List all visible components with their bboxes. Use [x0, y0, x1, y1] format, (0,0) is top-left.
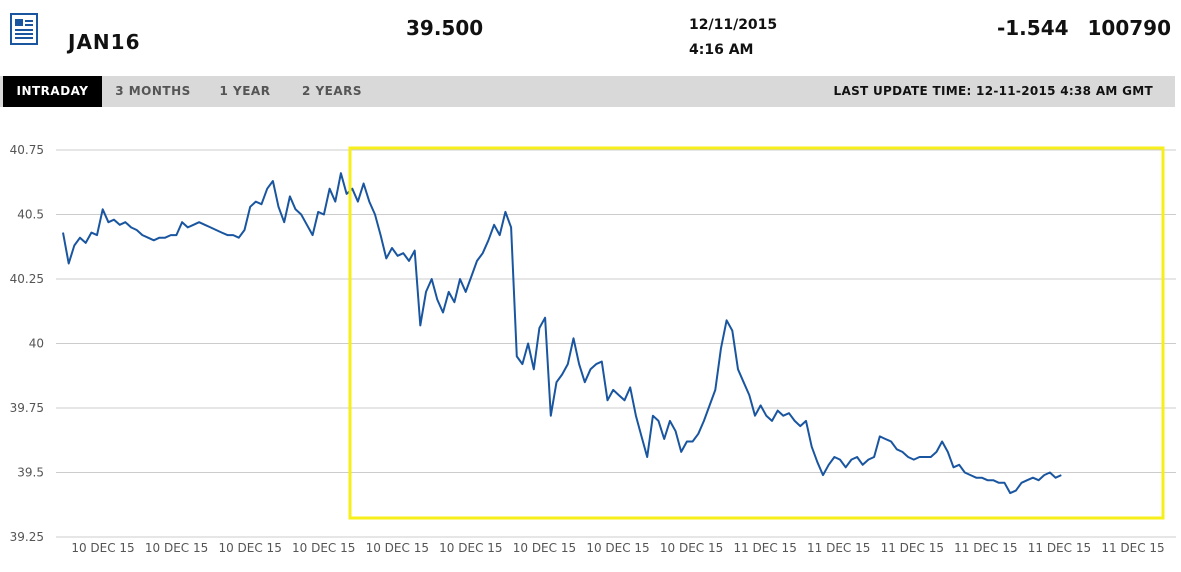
y-tick-label: 39.75 [10, 401, 44, 415]
x-tick-label: 11 DEC 15 [807, 541, 870, 555]
last-price: 39.500 [406, 16, 484, 40]
y-tick-label: 40.75 [10, 143, 44, 157]
grid-lines [56, 149, 1176, 538]
quote-date: 12/11/2015 [689, 17, 778, 33]
price-change: -1.544 [996, 16, 1069, 40]
tab-intraday[interactable]: INTRADAY [3, 76, 102, 107]
x-tick-label: 11 DEC 15 [733, 541, 796, 555]
x-tick-label: 10 DEC 15 [366, 541, 429, 555]
price-series [62, 172, 1062, 495]
y-axis-ticks: 40.75 40.5 40.25 40 39.75 39.5 39.25 [10, 143, 44, 544]
x-tick-label: 11 DEC 15 [1028, 541, 1091, 555]
y-tick-label: 40.5 [17, 208, 44, 222]
x-tick-label: 10 DEC 15 [292, 541, 355, 555]
x-tick-label: 10 DEC 15 [586, 541, 649, 555]
x-tick-label: 11 DEC 15 [1101, 541, 1164, 555]
change-volume: -1.544 100790 [997, 16, 1171, 40]
quote-datetime: 12/11/2015 4:16 AM [689, 13, 777, 63]
x-axis-ticks: 10 DEC 15 10 DEC 15 10 DEC 15 10 DEC 15 10 D… [71, 541, 1164, 555]
highlight-box [348, 146, 1165, 520]
tab-1-year[interactable]: 1 YEAR [219, 84, 271, 98]
y-tick-label: 39.5 [17, 466, 44, 480]
range-tabbar: INTRADAY 3 MONTHS 1 YEAR 2 YEARS LAST UP… [0, 76, 1175, 107]
x-tick-label: 10 DEC 15 [439, 541, 502, 555]
y-tick-label: 39.25 [10, 530, 44, 544]
x-tick-label: 11 DEC 15 [881, 541, 944, 555]
y-tick-label: 40 [29, 337, 44, 351]
last-update-time: LAST UPDATE TIME: 12-11-2015 4:38 AM GMT [833, 84, 1153, 98]
quote-header: JAN16 39.500 12/11/2015 4:16 AM -1.544 1… [0, 0, 1181, 72]
series-line [62, 172, 1062, 495]
tab-2-years[interactable]: 2 YEARS [301, 84, 363, 98]
y-tick-label: 40.25 [10, 272, 44, 286]
x-tick-label: 10 DEC 15 [513, 541, 576, 555]
report-icon[interactable] [10, 13, 38, 45]
intraday-price-chart: 40.75 40.5 40.25 40 39.75 39.5 39.25 10 DEC 15… [10, 143, 1176, 555]
x-tick-label: 10 DEC 15 [218, 541, 281, 555]
volume: 100790 [1087, 16, 1172, 40]
x-tick-label: 10 DEC 15 [660, 541, 723, 555]
tab-3-months[interactable]: 3 MONTHS [115, 84, 191, 98]
contract-symbol: JAN16 [68, 30, 141, 54]
quote-time: 4:16 AM [689, 42, 754, 58]
x-tick-label: 10 DEC 15 [145, 541, 208, 555]
x-tick-label: 10 DEC 15 [71, 541, 134, 555]
x-tick-label: 11 DEC 15 [954, 541, 1017, 555]
